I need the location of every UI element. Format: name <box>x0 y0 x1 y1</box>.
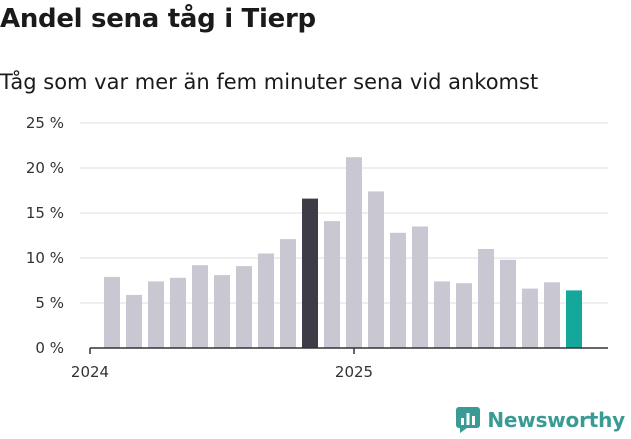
bar <box>104 276 120 348</box>
bar <box>214 275 230 348</box>
y-tick-label: 20 % <box>26 159 64 177</box>
bar <box>236 266 252 348</box>
bar <box>170 277 186 348</box>
bar <box>544 282 560 348</box>
bar <box>456 283 472 348</box>
x-tick-label: 2025 <box>335 363 373 381</box>
bar <box>566 290 582 348</box>
bar-chart-icon <box>456 407 481 433</box>
grid-lines <box>80 122 608 304</box>
bar <box>434 281 450 348</box>
y-tick-label: 10 % <box>26 249 64 267</box>
x-tick-label: 2024 <box>71 363 109 381</box>
bar <box>368 191 384 348</box>
chart-title: Andel sena tåg i Tierp <box>0 4 316 34</box>
bar <box>280 239 296 348</box>
x-axis-ticks: 2024 2025 <box>71 348 373 381</box>
bar <box>302 198 318 348</box>
bar <box>148 281 164 348</box>
brand-name: Newsworthy <box>487 408 625 432</box>
y-tick-label: 15 % <box>26 204 64 222</box>
bar <box>412 226 428 348</box>
bar <box>500 259 516 348</box>
newsworthy-logo: Newsworthy <box>456 405 625 435</box>
y-tick-label: 0 % <box>35 339 64 357</box>
bar <box>390 232 406 348</box>
chart-subtitle: Tåg som var mer än fem minuter sena vid … <box>0 70 539 94</box>
bar <box>258 253 274 348</box>
bar <box>522 288 538 348</box>
y-axis-ticks: 0 % 5 % 10 % 15 % 20 % 25 % <box>26 114 64 357</box>
bar <box>478 249 494 348</box>
y-tick-label: 25 % <box>26 114 64 132</box>
bar <box>126 294 142 348</box>
bar <box>346 157 362 348</box>
bar <box>192 265 208 348</box>
bar <box>324 221 340 348</box>
bars <box>104 157 582 348</box>
y-tick-label: 5 % <box>35 294 64 312</box>
